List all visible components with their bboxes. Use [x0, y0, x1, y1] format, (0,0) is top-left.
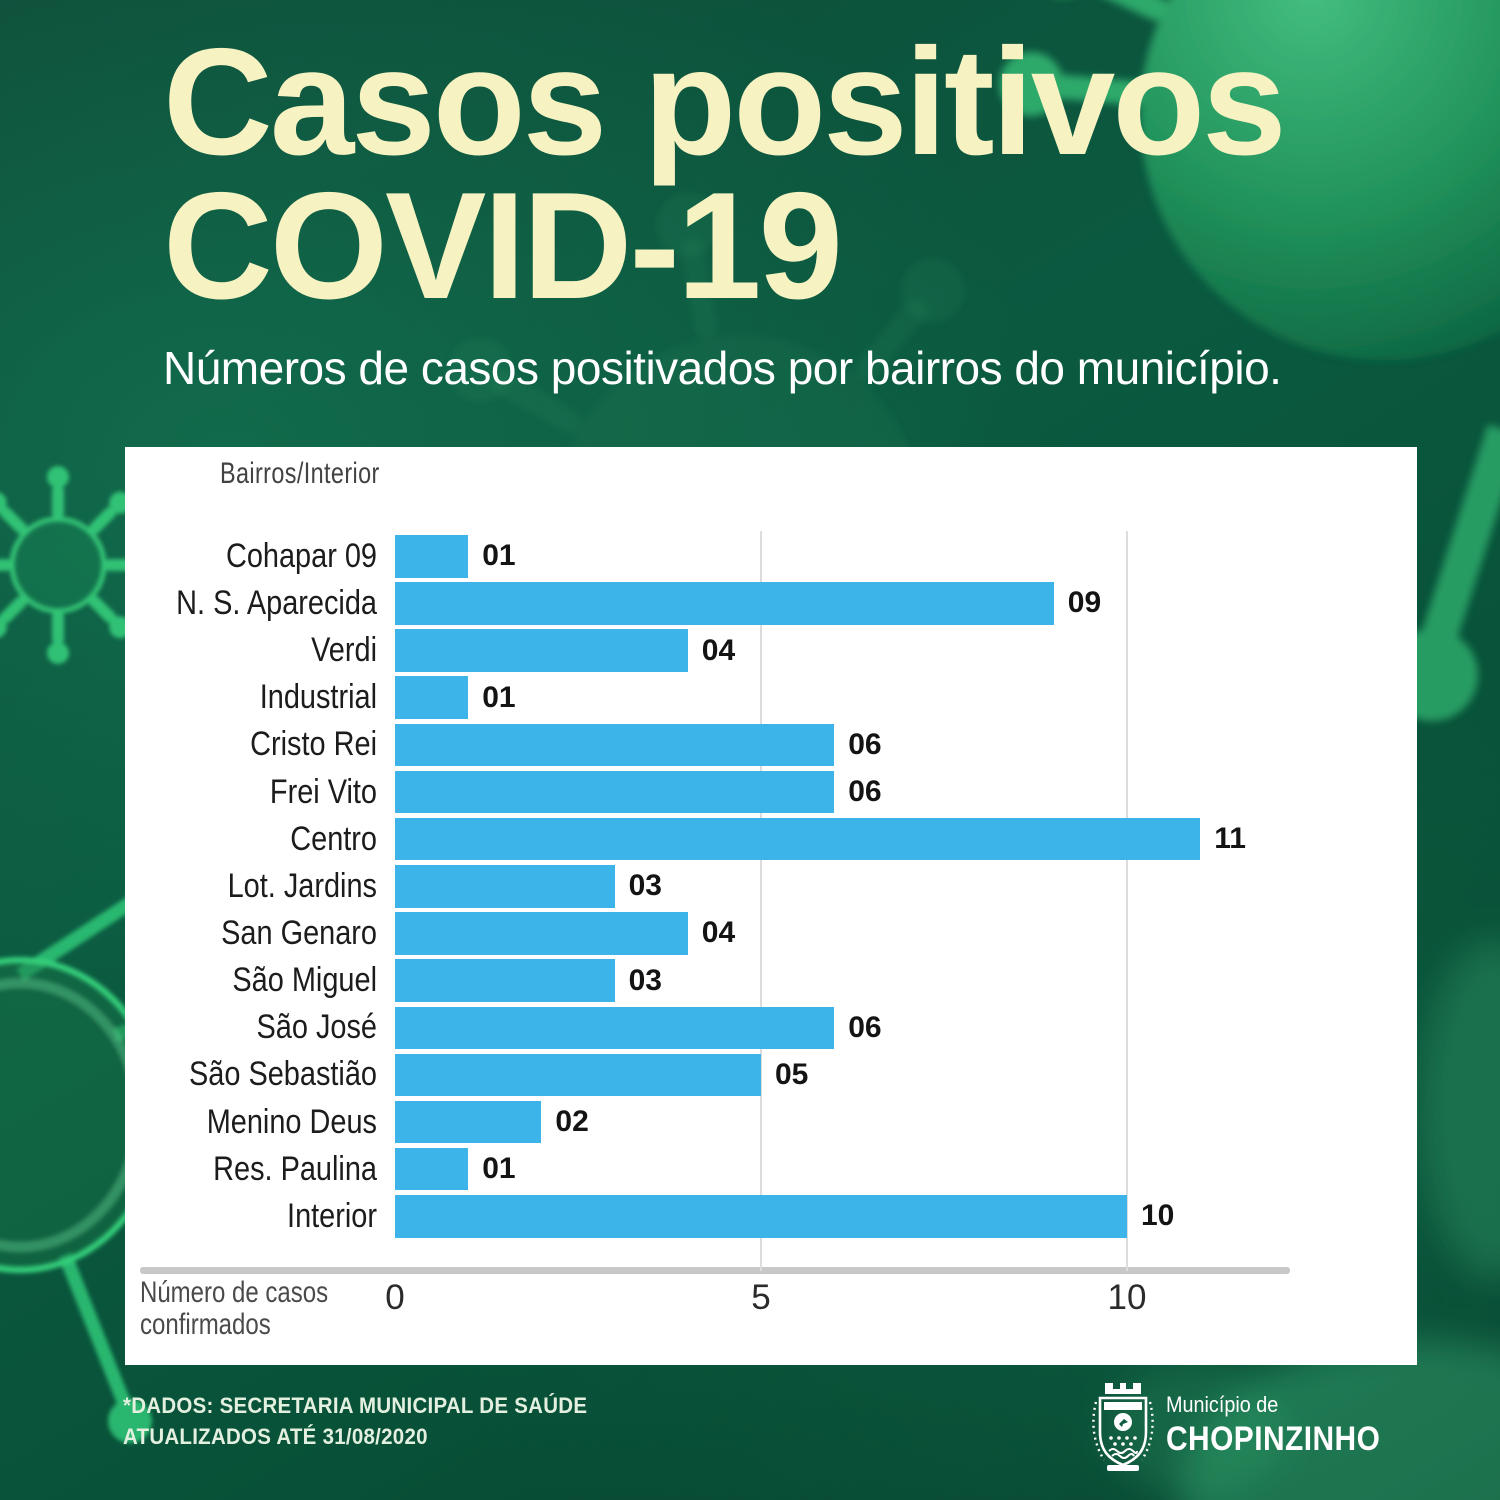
x-tick-0: 0 [385, 1278, 405, 1317]
bar [395, 1053, 761, 1097]
value-label: 01 [482, 680, 516, 714]
value-label: 06 [848, 775, 882, 808]
bar [395, 1100, 542, 1144]
category-label: Cristo Rei [250, 725, 377, 764]
logo-text: Município de CHOPINZINHO [1166, 1378, 1410, 1474]
category-label: Cohapar 09 [225, 536, 377, 575]
bar [395, 1195, 1127, 1238]
category-label: Interior [287, 1196, 377, 1235]
value-label: 04 [701, 633, 736, 667]
value-label: 03 [628, 869, 662, 903]
category-label: Res. Paulina [213, 1149, 377, 1188]
bar-chart: Número de casos confirmados 0 5 10 Cohapar … [125, 447, 1417, 1365]
gridline-5 [760, 531, 762, 1271]
category-label: San Genaro [221, 913, 377, 952]
category-label: São Miguel [232, 961, 377, 1000]
x-axis-line [140, 1267, 1290, 1274]
x-tick-5: 5 [751, 1278, 771, 1317]
page-title: Casos positivos COVID-19 [163, 17, 1287, 332]
data-source-note: *DADOS: SECRETARIA MUNICIPAL DE SAÚDE AT… [123, 1390, 587, 1452]
category-label: Verdi [311, 631, 377, 670]
bar [395, 629, 688, 672]
value-label: 03 [628, 963, 662, 997]
bar [395, 676, 469, 719]
value-label: 11 [1214, 822, 1246, 856]
title-line-2: COVID-19 [163, 161, 843, 332]
value-label: 04 [701, 916, 736, 950]
category-label: Centro [290, 819, 377, 858]
value-label: 05 [775, 1057, 809, 1091]
category-label: Industrial [259, 678, 377, 717]
bar [395, 817, 1201, 861]
category-label: São José [256, 1008, 377, 1047]
logo-org-prefix: Município de [1166, 1392, 1279, 1417]
value-label: 06 [848, 1010, 882, 1044]
chart-title: Bairros/Interior [220, 457, 380, 490]
bar [395, 865, 615, 908]
logo-org-name: CHOPINZINHO [1166, 1420, 1381, 1458]
value-label: 09 [1067, 586, 1102, 620]
gridline-10 [1126, 531, 1128, 1271]
bar [395, 1006, 835, 1049]
source-line-1: *DADOS: SECRETARIA MUNICIPAL DE SAÚDE [123, 1393, 588, 1418]
category-label: São Sebastião [189, 1055, 377, 1094]
bar [395, 582, 1054, 625]
value-label: 10 [1141, 1199, 1175, 1233]
bar [395, 770, 835, 814]
bar [395, 959, 615, 1002]
category-label: Lot. Jardins [227, 866, 377, 905]
category-label: N. S. Aparecida [176, 583, 377, 622]
header: Casos positivos COVID-19 Números de caso… [163, 17, 1287, 395]
bar [395, 723, 835, 767]
source-line-2: ATUALIZADOS ATÉ 31/08/2020 [123, 1424, 428, 1449]
category-label: Menino Deus [206, 1102, 377, 1141]
x-tick-10: 10 [1107, 1278, 1147, 1317]
value-label: 06 [848, 727, 882, 761]
page-subtitle: Números de casos positivados por bairros… [163, 341, 1282, 394]
bar [395, 912, 688, 955]
coat-of-arms-icon [1092, 1383, 1154, 1471]
value-label: 02 [555, 1105, 589, 1139]
category-label: Frei Vito [269, 772, 377, 811]
municipality-logo: Município de CHOPINZINHO [1088, 1378, 1410, 1474]
value-label: 01 [482, 1152, 516, 1186]
title-line-1: Casos positivos [163, 17, 1287, 187]
chart-panel: Bairros/Interior Número de casos confirm… [125, 447, 1417, 1365]
bar [395, 535, 469, 578]
value-label: 01 [482, 539, 516, 573]
bar [395, 1147, 469, 1191]
x-axis-label: Número de casos confirmados [140, 1276, 329, 1341]
